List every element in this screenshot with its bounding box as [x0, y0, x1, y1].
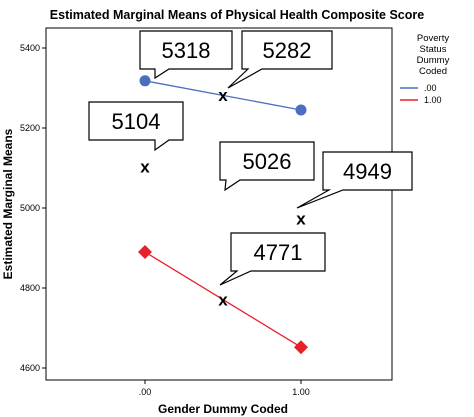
- legend-label: 1.00: [424, 95, 442, 105]
- callout-box: [219, 232, 326, 286]
- y-tick-label: 5400: [20, 43, 40, 53]
- legend-title-line: Coded: [419, 66, 447, 77]
- callout-5282: 5282: [227, 30, 333, 89]
- callout-4949: 4949: [296, 151, 413, 209]
- annotation-layer: 5318 5282 x 5104 x 5026 4949 x 4771 x: [88, 30, 413, 310]
- data-point-circle: [139, 75, 151, 87]
- series-layer: [138, 75, 308, 355]
- callout-value-label: 5104: [112, 109, 161, 134]
- callout-value-label: 5282: [263, 38, 312, 63]
- x-tick-label: .00: [139, 387, 152, 397]
- callout-box: [88, 101, 184, 152]
- callout-value-label: 5318: [162, 38, 211, 63]
- x-axis-label: Gender Dummy Coded: [158, 402, 288, 416]
- y-tick-label: 4600: [20, 363, 40, 373]
- callout-box: [219, 141, 315, 192]
- y-tick-label: 4800: [20, 283, 40, 293]
- callout-5104: 5104: [88, 101, 184, 152]
- callout-5026: 5026: [219, 141, 315, 192]
- callout-box: [296, 151, 413, 209]
- x-tick-label: 1.00: [292, 387, 310, 397]
- callout-value-label: 4771: [254, 240, 303, 265]
- callout-box: [139, 30, 233, 80]
- data-point-diamond: [138, 245, 152, 259]
- legend-label: .00: [424, 83, 437, 93]
- callout-box: [227, 30, 333, 89]
- callout-value-label: 5026: [243, 149, 292, 174]
- callout-4771: 4771: [219, 232, 326, 286]
- cross-marker: x: [296, 209, 306, 228]
- cross-marker: x: [140, 157, 150, 176]
- y-axis: 4600 4800 5000 5200 5400: [20, 43, 46, 373]
- legend-title-line: Status: [420, 44, 447, 55]
- y-axis-label: Estimated Marginal Means: [1, 128, 15, 279]
- callout-value-label: 4949: [343, 159, 392, 184]
- series-line-0: [144, 80, 302, 111]
- cross-marker: x: [218, 291, 228, 310]
- data-point-circle: [295, 104, 307, 116]
- chart-title: Estimated Marginal Means of Physical Hea…: [50, 8, 424, 22]
- y-tick-label: 5200: [20, 123, 40, 133]
- x-axis: .00 1.00: [139, 380, 310, 397]
- plot-area: [45, 27, 393, 381]
- callout-5318: 5318: [139, 30, 233, 80]
- series-line-1: [144, 251, 302, 348]
- y-tick-label: 5000: [20, 203, 40, 213]
- legend-title-line: Dummy: [417, 55, 450, 66]
- cross-marker: x: [218, 86, 228, 105]
- legend-title-line: Poverty: [417, 33, 449, 44]
- data-point-diamond: [294, 340, 308, 355]
